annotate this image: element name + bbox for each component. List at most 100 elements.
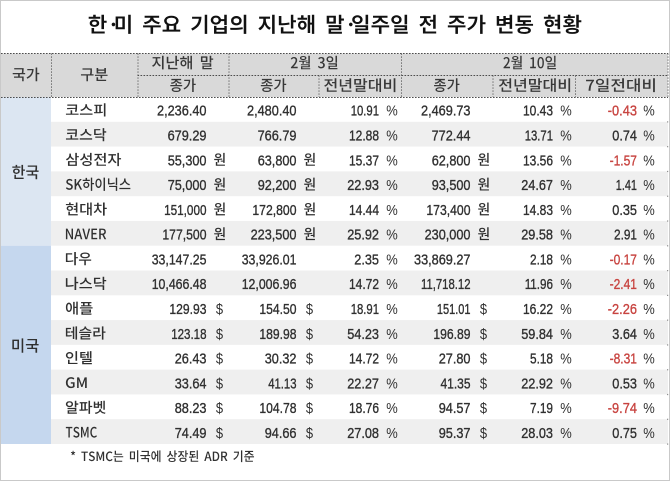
svg-text:33.64: 33.64	[175, 376, 207, 392]
svg-text:%: %	[560, 327, 572, 343]
svg-text:$: $	[306, 302, 313, 318]
svg-text:62,800: 62,800	[432, 153, 471, 169]
svg-text:5.18: 5.18	[530, 352, 553, 368]
svg-text:$: $	[306, 426, 313, 442]
svg-text:%: %	[643, 178, 655, 194]
svg-text:$: $	[216, 426, 223, 442]
svg-text:92,200: 92,200	[258, 178, 297, 194]
svg-text:$: $	[216, 401, 223, 417]
svg-text:%: %	[643, 376, 655, 392]
svg-text:679.29: 679.29	[168, 128, 207, 144]
svg-text:1.41: 1.41	[616, 178, 637, 194]
svg-text:%: %	[560, 376, 572, 392]
svg-text:$: $	[216, 302, 223, 318]
svg-text:18.91: 18.91	[351, 302, 379, 318]
svg-text:25.92: 25.92	[347, 228, 379, 244]
svg-text:54.23: 54.23	[347, 327, 379, 343]
svg-text:16.22: 16.22	[523, 302, 553, 318]
svg-text:0.74: 0.74	[612, 128, 637, 144]
svg-text:0.35: 0.35	[612, 203, 637, 219]
svg-text:%: %	[643, 128, 655, 144]
svg-text:33,926.01: 33,926.01	[242, 252, 297, 268]
svg-text:%: %	[386, 178, 398, 194]
svg-text:28.03: 28.03	[521, 426, 553, 442]
svg-text:151,000: 151,000	[164, 203, 206, 219]
svg-text:41.35: 41.35	[441, 376, 471, 392]
svg-text:%: %	[386, 252, 398, 268]
svg-text:$: $	[306, 327, 313, 343]
svg-text:13.71: 13.71	[525, 128, 553, 144]
svg-text:%: %	[386, 153, 398, 169]
svg-text:29.58: 29.58	[521, 228, 553, 244]
svg-text:%: %	[643, 104, 655, 120]
svg-text:230,000: 230,000	[425, 228, 471, 244]
svg-text:22.93: 22.93	[347, 178, 379, 194]
svg-text:2,480.40: 2,480.40	[247, 104, 297, 120]
svg-text:154.50: 154.50	[259, 302, 296, 318]
svg-text:13.56: 13.56	[523, 153, 553, 169]
svg-text:93,500: 93,500	[432, 178, 471, 194]
svg-text:%: %	[643, 426, 655, 442]
svg-text:189.98: 189.98	[259, 327, 296, 343]
svg-text:%: %	[643, 277, 655, 293]
svg-text:%: %	[560, 352, 572, 368]
svg-text:10,466.48: 10,466.48	[152, 277, 207, 293]
svg-text:11,718.12: 11,718.12	[421, 277, 471, 293]
svg-text:15.37: 15.37	[349, 153, 379, 169]
svg-text:94.66: 94.66	[265, 426, 297, 442]
svg-text:$: $	[480, 401, 487, 417]
svg-text:14.72: 14.72	[349, 352, 379, 368]
svg-text:2.35: 2.35	[354, 252, 379, 268]
svg-text:-2.26: -2.26	[608, 302, 637, 318]
svg-text:-1.57: -1.57	[610, 153, 637, 169]
svg-text:14.72: 14.72	[349, 277, 379, 293]
svg-text:%: %	[560, 128, 572, 144]
svg-text:$: $	[216, 327, 223, 343]
svg-text:%: %	[643, 203, 655, 219]
svg-text:%: %	[560, 426, 572, 442]
svg-text:$: $	[480, 376, 487, 392]
svg-text:$: $	[480, 352, 487, 368]
svg-text:172,800: 172,800	[252, 203, 296, 219]
svg-text:%: %	[643, 352, 655, 368]
svg-text:-8.31: -8.31	[610, 352, 637, 368]
svg-text:$: $	[216, 352, 223, 368]
svg-text:104.78: 104.78	[259, 401, 296, 417]
svg-text:7.19: 7.19	[530, 401, 553, 417]
svg-text:55,300: 55,300	[168, 153, 207, 169]
svg-text:10.91: 10.91	[351, 104, 379, 120]
svg-text:%: %	[386, 203, 398, 219]
svg-text:%: %	[386, 352, 398, 368]
svg-text:151.01: 151.01	[437, 302, 471, 318]
svg-text:$: $	[306, 376, 313, 392]
svg-text:75,000: 75,000	[168, 178, 207, 194]
svg-text:%: %	[560, 228, 572, 244]
svg-text:%: %	[643, 401, 655, 417]
svg-text:95.37: 95.37	[439, 426, 471, 442]
svg-text:88.23: 88.23	[175, 401, 207, 417]
svg-text:0.53: 0.53	[612, 376, 637, 392]
svg-text:12.88: 12.88	[349, 128, 379, 144]
svg-text:33,147.25: 33,147.25	[152, 252, 207, 268]
svg-text:14.83: 14.83	[523, 203, 553, 219]
svg-text:3.64: 3.64	[612, 327, 637, 343]
svg-text:-2.41: -2.41	[610, 277, 637, 293]
svg-text:$: $	[480, 327, 487, 343]
svg-text:$: $	[216, 376, 223, 392]
svg-text:%: %	[386, 104, 398, 120]
svg-text:%: %	[560, 277, 572, 293]
svg-text:123.18: 123.18	[171, 327, 206, 343]
svg-text:%: %	[643, 302, 655, 318]
svg-text:223,500: 223,500	[251, 228, 297, 244]
svg-text:766.79: 766.79	[258, 128, 297, 144]
svg-text:33,869.27: 33,869.27	[414, 252, 471, 268]
svg-text:%: %	[386, 277, 398, 293]
svg-text:-0.17: -0.17	[610, 252, 637, 268]
svg-text:94.57: 94.57	[439, 401, 471, 417]
svg-text:12,006.96: 12,006.96	[242, 277, 297, 293]
svg-text:173,400: 173,400	[426, 203, 470, 219]
svg-text:%: %	[643, 228, 655, 244]
svg-text:63,800: 63,800	[258, 153, 297, 169]
svg-text:%: %	[560, 178, 572, 194]
svg-text:%: %	[386, 228, 398, 244]
